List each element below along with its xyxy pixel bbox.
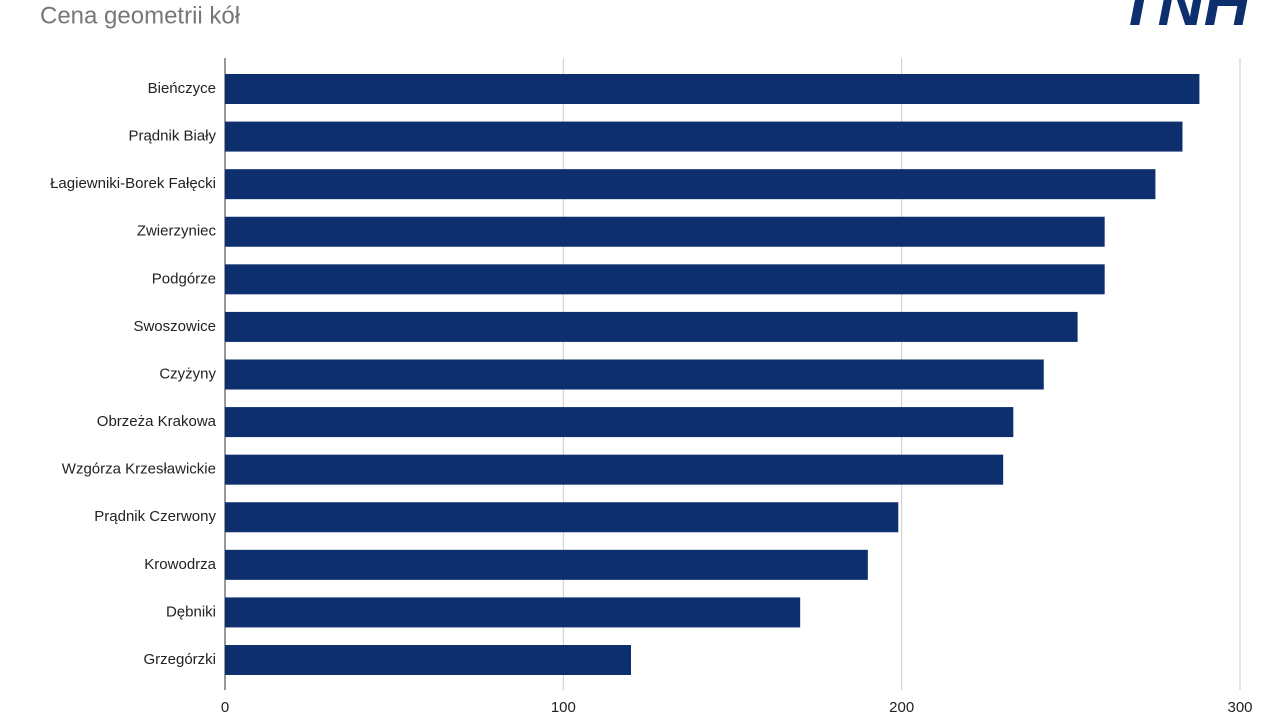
bar bbox=[225, 74, 1200, 104]
y-tick-label: Obrzeża Krakowa bbox=[97, 413, 217, 430]
bar bbox=[225, 359, 1044, 390]
bar bbox=[225, 597, 801, 628]
y-tick-label: Grzegórzki bbox=[143, 651, 216, 668]
y-tick-label: Krowodrza bbox=[144, 556, 216, 573]
x-tick-label: 0 bbox=[221, 699, 229, 716]
x-tick-label: 300 bbox=[1227, 699, 1252, 716]
bar bbox=[225, 645, 631, 675]
bar bbox=[225, 311, 1078, 342]
y-tick-label: Prądnik Czerwony bbox=[94, 508, 216, 525]
x-tick-label: 100 bbox=[551, 699, 576, 716]
y-tick-label: Swoszowice bbox=[133, 318, 216, 335]
bar bbox=[225, 169, 1156, 200]
y-tick-label: Prądnik Biały bbox=[128, 128, 216, 145]
bar bbox=[225, 216, 1105, 247]
bar bbox=[225, 549, 868, 580]
y-tick-label: Wzgórza Krzesławickie bbox=[62, 461, 216, 478]
bar bbox=[225, 502, 899, 533]
logo: TNH bbox=[1118, 0, 1251, 39]
y-tick-label: Dębniki bbox=[166, 603, 216, 620]
bar bbox=[225, 407, 1014, 438]
y-tick-label: Podgórze bbox=[152, 270, 216, 287]
bar bbox=[225, 121, 1183, 152]
y-tick-label: Czyżyny bbox=[159, 365, 216, 382]
x-tick-label: 200 bbox=[889, 699, 914, 716]
bar bbox=[225, 454, 1004, 485]
y-tick-label: Łagiewniki-Borek Fałęcki bbox=[50, 175, 216, 192]
bar bbox=[225, 264, 1105, 295]
chart-title: Cena geometrii kół bbox=[40, 2, 241, 29]
y-tick-label: Zwierzyniec bbox=[137, 223, 217, 240]
y-tick-label: Bieńczyce bbox=[148, 80, 216, 97]
